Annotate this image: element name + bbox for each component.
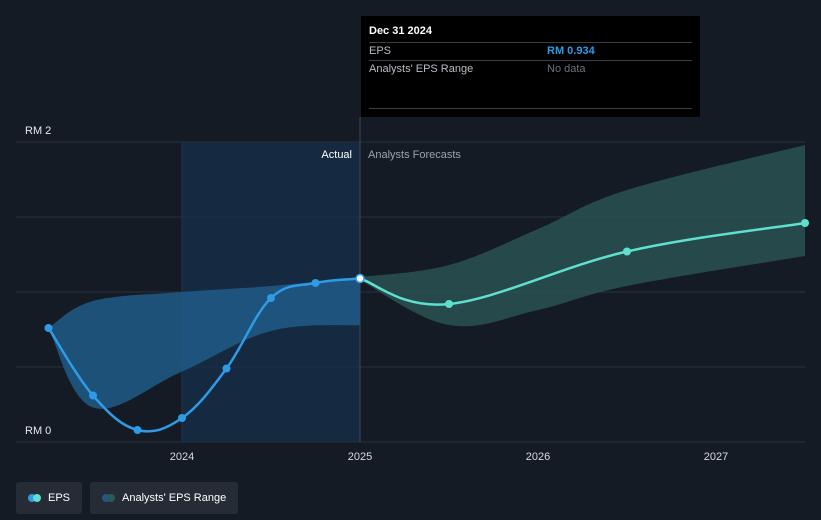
hover-tooltip: Dec 31 2024 EPS RM 0.934 Analysts' EPS R… xyxy=(361,16,700,117)
tooltip-eps-key: EPS xyxy=(369,45,392,57)
legend-range-label: Analysts' EPS Range xyxy=(122,492,227,504)
tooltip-date: Dec 31 2024 xyxy=(369,25,432,37)
tooltip-row-range: Analysts' EPS Range No data xyxy=(369,60,692,78)
eps-point-hovered[interactable] xyxy=(355,273,365,284)
range-swatch-dot-forecast xyxy=(107,494,116,502)
eps-point-forecast[interactable] xyxy=(623,247,631,256)
legend-item-range[interactable]: Analysts' EPS Range xyxy=(90,482,239,514)
eps-point-actual[interactable] xyxy=(44,324,53,332)
eps-point-actual[interactable] xyxy=(89,391,97,400)
eps-points[interactable] xyxy=(44,219,810,434)
tooltip-eps-value: RM 0.934 xyxy=(547,45,595,57)
range-swatch-dot-actual xyxy=(102,494,111,502)
eps-range-bands xyxy=(48,145,805,409)
actual-region-label: Actual xyxy=(321,149,352,161)
range-swatch-icon xyxy=(102,494,116,502)
y-tick-label: RM 0 xyxy=(25,425,51,437)
x-tick-label: 2024 xyxy=(170,451,194,463)
legend-eps-label: EPS xyxy=(48,492,71,504)
eps-point-forecast[interactable] xyxy=(801,219,809,227)
eps-point-actual[interactable] xyxy=(222,364,231,373)
x-tick-label: 2027 xyxy=(704,451,728,463)
tooltip-divider xyxy=(369,108,692,109)
eps-range-band-actual xyxy=(48,277,360,409)
tooltip-range-value: No data xyxy=(547,63,586,75)
x-tick-label: 2026 xyxy=(526,451,550,463)
eps-swatch-icon xyxy=(28,494,42,502)
y-tick-label: RM 2 xyxy=(25,125,51,137)
forecast-region-label: Analysts Forecasts xyxy=(368,149,461,161)
eps-point-actual[interactable] xyxy=(133,426,142,434)
eps-swatch-dot-actual xyxy=(28,494,36,502)
tooltip-row-eps: EPS RM 0.934 xyxy=(369,42,692,60)
tooltip-range-key: Analysts' EPS Range xyxy=(369,63,474,75)
y-axis-labels: RM 2 RM 0 xyxy=(25,125,51,437)
eps-point-actual[interactable] xyxy=(311,279,320,287)
eps-line-forecast xyxy=(359,221,806,306)
x-axis-labels: 2024 2025 2026 2027 xyxy=(170,451,728,463)
chart-legend: EPS Analysts' EPS Range xyxy=(16,482,239,514)
eps-point-actual[interactable] xyxy=(178,414,186,422)
eps-swatch-dot-forecast xyxy=(33,494,41,502)
legend-item-eps[interactable]: EPS xyxy=(16,482,83,514)
eps-point-actual[interactable] xyxy=(267,294,275,302)
x-tick-label: 2025 xyxy=(348,451,372,463)
eps-point-forecast[interactable] xyxy=(445,300,453,308)
eps-range-band-forecast xyxy=(360,145,805,327)
